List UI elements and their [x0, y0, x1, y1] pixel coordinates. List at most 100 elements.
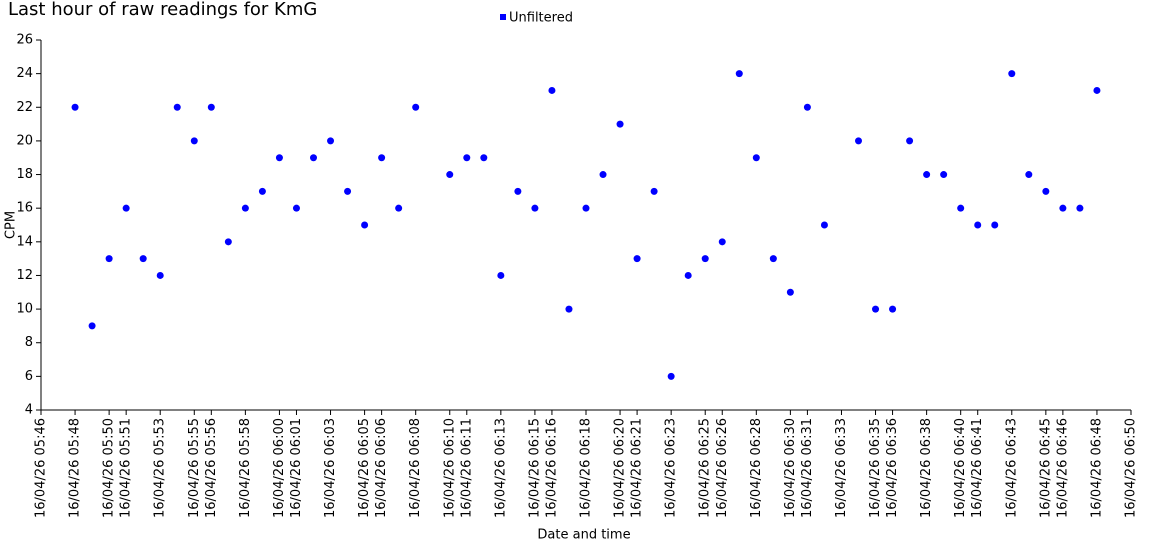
- data-point: [872, 305, 880, 313]
- data-point: [480, 154, 488, 162]
- x-tick-label: 16/04/26 06:38: [919, 418, 934, 518]
- data-point: [344, 187, 352, 195]
- x-tick-label: 16/04/26 06:30: [783, 418, 798, 518]
- data-point: [139, 255, 147, 263]
- data-point: [582, 204, 590, 212]
- x-tick-label: 16/04/26 06:33: [834, 418, 849, 518]
- data-point: [292, 204, 300, 212]
- x-tick-label: 16/04/26 06:15: [527, 418, 542, 518]
- legend-label: Unfiltered: [509, 11, 573, 26]
- data-point: [769, 255, 777, 263]
- y-tick-label: 6: [25, 369, 33, 384]
- data-point: [974, 221, 982, 229]
- x-tick-label: 16/04/26 05:55: [187, 418, 202, 518]
- data-point: [514, 187, 522, 195]
- y-tick-label: 20: [16, 133, 33, 148]
- x-tick-label: 16/04/26 06:25: [698, 418, 713, 518]
- data-point: [906, 137, 914, 145]
- y-tick-label: 12: [16, 268, 33, 283]
- data-point: [565, 305, 573, 313]
- x-tick-label: 16/04/26 06:01: [289, 418, 304, 518]
- data-point: [803, 103, 811, 111]
- data-point: [156, 271, 164, 279]
- x-tick-label: 16/04/26 06:00: [272, 418, 287, 518]
- x-tick-label: 16/04/26 06:35: [868, 418, 883, 518]
- data-point: [463, 154, 471, 162]
- data-point: [412, 103, 420, 111]
- data-point: [531, 204, 539, 212]
- data-point: [650, 187, 658, 195]
- x-tick-label: 16/04/26 06:20: [613, 418, 628, 518]
- data-point: [548, 86, 556, 94]
- data-point: [241, 204, 249, 212]
- x-tick-label: 16/04/26 06:46: [1055, 418, 1070, 518]
- data-point: [735, 70, 743, 78]
- x-tick-label: 16/04/26 06:48: [1089, 418, 1104, 518]
- x-tick-label: 16/04/26 06:13: [493, 418, 508, 518]
- data-point: [820, 221, 828, 229]
- y-tick-label: 10: [16, 302, 33, 317]
- data-point: [395, 204, 403, 212]
- x-tick-label: 16/04/26 05:56: [204, 418, 219, 518]
- data-point: [207, 103, 215, 111]
- x-tick-label: 16/04/26 06:28: [749, 418, 764, 518]
- data-point: [88, 322, 96, 330]
- y-axis-label: CPM: [4, 211, 19, 239]
- data-point: [497, 271, 505, 279]
- x-tick-label: 16/04/26 06:26: [715, 418, 730, 518]
- data-point: [1059, 204, 1067, 212]
- y-tick-label: 26: [16, 33, 33, 48]
- data-point: [327, 137, 335, 145]
- data-point: [701, 255, 709, 263]
- x-tick-label: 16/04/26 06:31: [800, 418, 815, 518]
- x-tick-label: 16/04/26 06:45: [1038, 418, 1053, 518]
- x-tick-label: 16/04/26 05:58: [238, 418, 253, 518]
- y-tick-label: 24: [16, 66, 33, 81]
- data-point: [361, 221, 369, 229]
- data-point: [1008, 70, 1016, 78]
- data-point: [1025, 171, 1033, 179]
- x-tick-label: 16/04/26 06:16: [544, 418, 559, 518]
- x-tick-label: 16/04/26 06:03: [323, 418, 338, 518]
- y-tick-label: 18: [16, 167, 33, 182]
- x-tick-label: 16/04/26 05:53: [153, 418, 168, 518]
- data-point: [718, 238, 726, 246]
- y-tick-label: 8: [25, 335, 33, 350]
- data-point: [446, 171, 454, 179]
- y-tick-label: 4: [25, 403, 33, 418]
- data-point: [923, 171, 931, 179]
- x-tick-label: 16/04/26 05:48: [68, 418, 83, 518]
- x-axis-label: Date and time: [537, 528, 630, 543]
- y-tick-label: 22: [16, 100, 33, 115]
- data-point: [667, 372, 675, 380]
- data-point: [190, 137, 198, 145]
- x-tick-label: 16/04/26 06:05: [357, 418, 372, 518]
- x-tick-label: 16/04/26 05:46: [34, 418, 49, 518]
- x-tick-label: 16/04/26 06:11: [459, 418, 474, 518]
- data-point: [258, 187, 266, 195]
- x-tick-label: 16/04/26 05:51: [119, 418, 134, 518]
- data-point: [1076, 204, 1084, 212]
- data-point: [1093, 86, 1101, 94]
- x-tick-label: 16/04/26 06:08: [408, 418, 423, 518]
- x-tick-label: 16/04/26 06:40: [953, 418, 968, 518]
- y-tick-label: 16: [16, 201, 33, 216]
- x-tick-label: 16/04/26 06:21: [630, 418, 645, 518]
- x-tick-label: 16/04/26 06:43: [1004, 418, 1019, 518]
- data-point: [224, 238, 232, 246]
- data-point: [889, 305, 897, 313]
- data-point: [310, 154, 317, 162]
- x-tick-label: 16/04/26 06:23: [664, 418, 679, 518]
- data-point: [122, 204, 130, 212]
- x-tick-label: 16/04/26 06:41: [970, 418, 985, 518]
- data-point: [633, 255, 641, 263]
- data-point: [684, 271, 692, 279]
- x-tick-label: 16/04/26 06:06: [374, 418, 389, 518]
- data-point: [940, 171, 948, 179]
- data-point: [275, 154, 283, 162]
- x-tick-label: 16/04/26 06:50: [1124, 418, 1139, 518]
- x-tick-label: 16/04/26 06:18: [579, 418, 594, 518]
- data-point: [1042, 187, 1050, 195]
